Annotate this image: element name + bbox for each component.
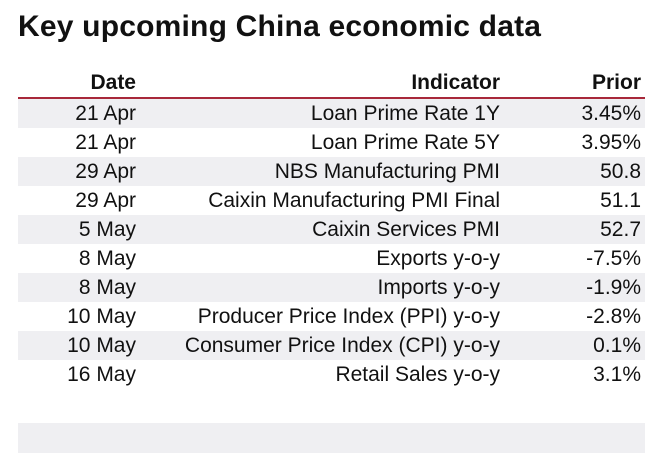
cell-date: 8 May	[78, 275, 136, 299]
cell-date: 29 Apr	[75, 188, 136, 212]
table-body: 21 Apr Loan Prime Rate 1Y 3.45% 21 Apr Loan …	[18, 99, 645, 389]
cell-prior: 3.45%	[581, 101, 641, 125]
cell-indicator: Producer Price Index (PPI) y-o-y	[197, 304, 500, 328]
table-row: 21 Apr Loan Prime Rate 5Y 3.95%	[18, 128, 645, 157]
cell-indicator: Caixin Services PMI	[312, 217, 500, 241]
table-row: 8 May Exports y-o-y -7.5%	[18, 244, 645, 273]
cell-date: 10 May	[67, 304, 136, 328]
cell-indicator: Retail Sales y-o-y	[335, 362, 500, 386]
cell-prior: 0.1%	[593, 333, 641, 357]
table-row: 10 May Consumer Price Index (CPI) y-o-y 0.…	[18, 331, 645, 360]
header-prior: Prior	[591, 71, 641, 94]
cell-date: 21 Apr	[75, 101, 136, 125]
data-table: Date Indicator Prior 21 Apr Loan Prime Ra…	[18, 68, 645, 389]
table-row: 5 May Caixin Services PMI 52.7	[18, 215, 645, 244]
cell-prior: -1.9%	[586, 275, 641, 299]
cell-indicator: Imports y-o-y	[377, 275, 500, 299]
cell-prior: 50.8	[600, 159, 641, 183]
cell-date: 5 May	[78, 217, 136, 241]
table-row: 8 May Imports y-o-y -1.9%	[18, 273, 645, 302]
table-footer-band	[18, 423, 645, 453]
cell-indicator: Caixin Manufacturing PMI Final	[208, 188, 500, 212]
cell-indicator: Loan Prime Rate 5Y	[310, 130, 500, 154]
table-row: 16 May Retail Sales y-o-y 3.1%	[18, 360, 645, 389]
table-header: Date Indicator Prior	[18, 68, 645, 99]
table-row: 29 Apr Caixin Manufacturing PMI Final 51.1	[18, 186, 645, 215]
cell-prior: -7.5%	[586, 246, 641, 270]
cell-indicator: Consumer Price Index (CPI) y-o-y	[184, 333, 500, 357]
cell-date: 10 May	[67, 333, 136, 357]
cell-indicator: NBS Manufacturing PMI	[274, 159, 500, 183]
cell-date: 29 Apr	[75, 159, 136, 183]
cell-indicator: Loan Prime Rate 1Y	[310, 101, 500, 125]
cell-date: 8 May	[78, 246, 136, 270]
header-date: Date	[90, 71, 136, 94]
table-row: 21 Apr Loan Prime Rate 1Y 3.45%	[18, 99, 645, 128]
cell-prior: 52.7	[600, 217, 641, 241]
cell-date: 21 Apr	[75, 130, 136, 154]
cell-prior: -2.8%	[586, 304, 641, 328]
cell-prior: 3.1%	[593, 362, 641, 386]
cell-prior: 51.1	[600, 188, 641, 212]
page-title: Key upcoming China economic data	[18, 10, 542, 43]
cell-prior: 3.95%	[581, 130, 641, 154]
cell-date: 16 May	[67, 362, 136, 386]
cell-indicator: Exports y-o-y	[376, 246, 500, 270]
header-indicator: Indicator	[411, 71, 500, 94]
table-row: 29 Apr NBS Manufacturing PMI 50.8	[18, 157, 645, 186]
table-row: 10 May Producer Price Index (PPI) y-o-y -2…	[18, 302, 645, 331]
